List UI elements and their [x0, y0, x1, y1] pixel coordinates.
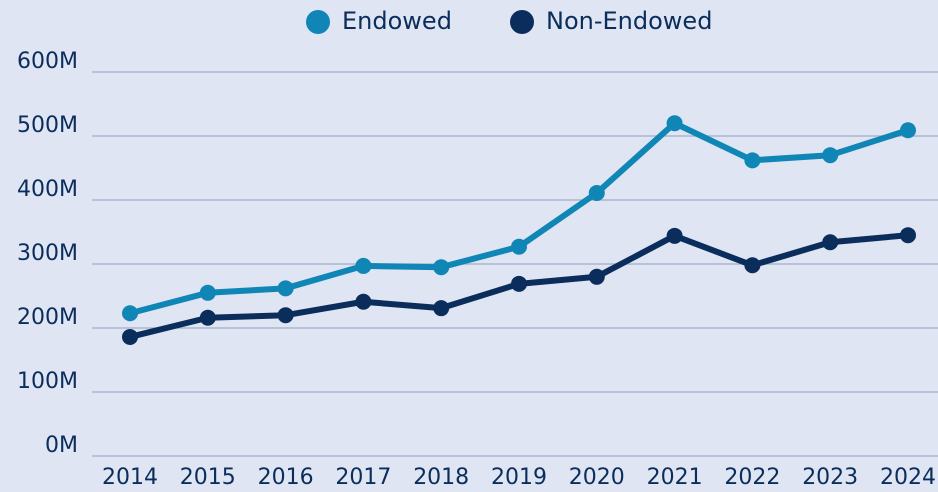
data-point: [199, 284, 216, 301]
legend-label: Non-Endowed: [546, 7, 712, 35]
x-tick-label: 2015: [180, 465, 236, 490]
x-tick-label: 2016: [258, 465, 314, 490]
data-point: [199, 309, 216, 326]
data-point: [277, 307, 294, 324]
data-point: [822, 147, 839, 164]
legend-label: Endowed: [342, 7, 452, 35]
data-point: [433, 300, 450, 317]
data-point: [900, 227, 916, 244]
y-tick-label: 400M: [17, 177, 78, 202]
data-point: [588, 268, 605, 285]
x-tick-label: 2023: [802, 465, 858, 490]
data-point: [744, 152, 761, 169]
legend-marker: [510, 10, 534, 34]
data-point: [511, 238, 527, 255]
data-point: [355, 257, 372, 274]
x-tick-label: 2017: [335, 465, 391, 490]
data-point: [511, 275, 527, 292]
data-point: [588, 184, 605, 201]
y-tick-label: 600M: [17, 49, 78, 74]
x-tick-label: 2024: [880, 465, 936, 490]
data-point: [122, 305, 138, 322]
x-tick-label: 2019: [491, 465, 547, 490]
data-point: [433, 259, 450, 276]
data-point: [822, 234, 839, 251]
x-tick-label: 2014: [102, 465, 158, 490]
data-point: [900, 122, 916, 139]
x-tick-label: 2022: [724, 465, 780, 490]
data-point: [122, 328, 138, 345]
data-point: [355, 293, 372, 310]
y-tick-label: 500M: [17, 113, 78, 138]
y-tick-label: 0M: [45, 433, 78, 458]
x-tick-label: 2020: [569, 465, 625, 490]
y-tick-label: 100M: [17, 369, 78, 394]
x-tick-label: 2018: [413, 465, 469, 490]
data-point: [666, 227, 683, 244]
data-point: [277, 280, 294, 297]
legend-marker: [306, 10, 330, 34]
y-tick-label: 200M: [17, 305, 78, 330]
y-tick-label: 300M: [17, 241, 78, 266]
data-point: [744, 257, 761, 274]
data-point: [666, 115, 683, 132]
x-tick-label: 2021: [647, 465, 703, 490]
